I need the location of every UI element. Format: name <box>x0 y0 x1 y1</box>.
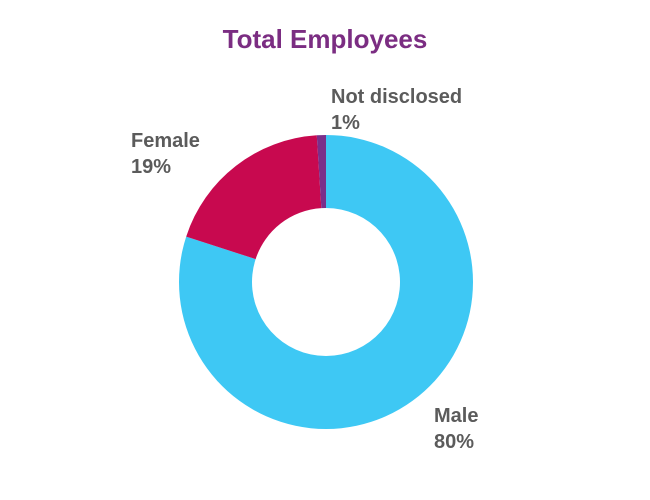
label-male-value: 80% <box>434 431 474 453</box>
label-female-name: Female <box>131 130 200 152</box>
label-not-disclosed-name: Not disclosed <box>331 86 462 108</box>
slice-not-disclosed <box>316 135 326 209</box>
slice-male <box>179 135 474 429</box>
slice-female <box>186 135 322 260</box>
chart-title: Total Employees <box>222 24 428 54</box>
donut-slices <box>179 135 474 429</box>
label-male-name: Male <box>434 405 478 427</box>
label-female-value: 19% <box>131 156 171 178</box>
label-not-disclosed-value: 1% <box>331 112 360 134</box>
slice-labels: Male 80% Female 19% Not disclosed 1% <box>131 86 478 453</box>
